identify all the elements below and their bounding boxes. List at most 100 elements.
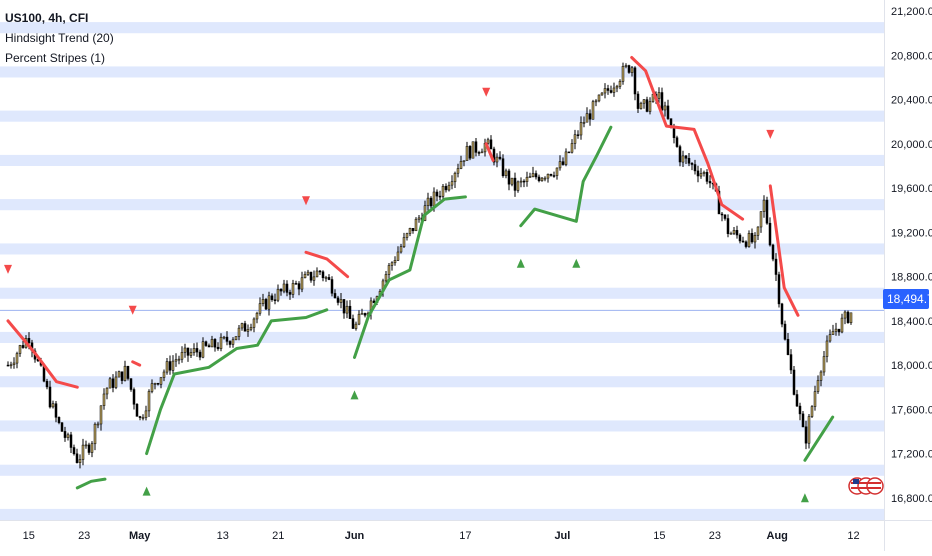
- x-tick-label: 17: [459, 530, 471, 542]
- candle: [117, 370, 121, 378]
- uptrend-line: [145, 308, 329, 456]
- candle: [825, 335, 829, 363]
- candle: [132, 387, 136, 410]
- candle: [120, 371, 124, 385]
- y-tick-label: 19,600.00: [891, 183, 932, 195]
- us-flag-icon[interactable]: [848, 474, 884, 504]
- candle: [135, 403, 139, 417]
- candle: [684, 155, 688, 164]
- candle: [291, 279, 295, 298]
- candle: [492, 146, 496, 166]
- stripe-band: [0, 66, 884, 78]
- candle: [687, 153, 691, 167]
- candle: [144, 405, 148, 421]
- trend-up-marker: [516, 258, 525, 268]
- candle: [720, 212, 724, 222]
- candle: [87, 442, 91, 455]
- chart-legend: US100, 4h, CFI Hindsight Trend (20) Perc…: [5, 8, 114, 68]
- candle: [765, 196, 769, 225]
- y-tick-label: 18,800.00: [891, 272, 932, 284]
- candle: [747, 230, 751, 248]
- candle: [303, 271, 307, 279]
- chart-canvas[interactable]: [0, 0, 884, 520]
- candle: [228, 340, 232, 348]
- candle: [243, 320, 247, 332]
- stripe-band: [0, 464, 884, 476]
- candle: [237, 325, 241, 341]
- candle: [606, 84, 610, 95]
- candle: [177, 355, 181, 365]
- x-tick-label: 21: [272, 530, 284, 542]
- candle: [576, 130, 580, 139]
- x-tick-label: Aug: [767, 530, 788, 542]
- x-tick-label: 15: [23, 530, 35, 542]
- price-axis[interactable]: 21,200.00 20,800.00 20,400.00 20,000.00 19,6…: [884, 0, 932, 520]
- indicator-hindsight-trend[interactable]: Hindsight Trend (20): [5, 31, 114, 45]
- candle: [330, 276, 334, 297]
- candle: [588, 109, 592, 126]
- candles: [6, 62, 853, 469]
- trend-down-marker: [128, 305, 137, 315]
- candle: [780, 302, 784, 328]
- candle: [738, 233, 742, 244]
- candle: [444, 183, 448, 193]
- candle: [729, 231, 733, 235]
- candle: [657, 87, 661, 104]
- candle: [522, 179, 526, 188]
- time-axis[interactable]: 15 23 May 13 21 Jun 17 Jul 15 23 Aug 12: [0, 520, 884, 551]
- candle: [837, 328, 841, 336]
- candle: [90, 441, 94, 458]
- candle: [561, 157, 565, 166]
- candle: [603, 83, 607, 99]
- candle: [147, 389, 151, 417]
- hindsight-trend: [6, 56, 835, 490]
- trend-markers: [4, 87, 809, 503]
- candle: [57, 416, 61, 425]
- candle: [405, 232, 409, 241]
- candle: [309, 271, 313, 283]
- candle: [333, 289, 337, 299]
- candle: [573, 129, 577, 150]
- candle: [702, 170, 706, 177]
- symbol-title[interactable]: US100, 4h, CFI: [5, 11, 89, 25]
- candle: [282, 279, 286, 294]
- candle: [615, 84, 619, 93]
- candle: [450, 175, 454, 190]
- candle: [318, 270, 322, 275]
- candle: [579, 116, 583, 140]
- candle: [537, 174, 541, 183]
- candle: [201, 337, 205, 359]
- candle: [498, 151, 502, 161]
- candle: [153, 382, 157, 390]
- y-tick-label: 20,800.00: [891, 50, 932, 62]
- flag-icon-graphic: [848, 477, 884, 495]
- y-tick-label: 19,200.00: [891, 227, 932, 239]
- candle: [471, 141, 475, 159]
- trend-up-marker: [142, 486, 151, 496]
- downtrend-line: [131, 360, 142, 367]
- candle: [690, 162, 694, 171]
- indicator-percent-stripes[interactable]: Percent Stripes (1): [5, 51, 106, 65]
- candle: [327, 274, 331, 281]
- candle: [549, 173, 553, 177]
- candle: [387, 263, 391, 280]
- candle: [288, 289, 292, 300]
- candle: [63, 426, 67, 442]
- candle: [612, 82, 616, 97]
- candle: [162, 369, 166, 382]
- candle: [819, 370, 823, 387]
- candle: [15, 351, 19, 369]
- candle: [633, 66, 637, 101]
- candle: [519, 177, 523, 188]
- candle: [216, 342, 220, 351]
- candle: [798, 402, 802, 421]
- candle: [696, 165, 700, 183]
- candle: [582, 116, 586, 128]
- time-axis-labels: 15 23 May 13 21 Jun 17 Jul 15 23 Aug 12: [23, 530, 860, 542]
- candle: [174, 353, 178, 367]
- candle: [108, 377, 112, 389]
- candle: [417, 215, 421, 223]
- candle: [456, 163, 460, 178]
- candle: [84, 440, 88, 449]
